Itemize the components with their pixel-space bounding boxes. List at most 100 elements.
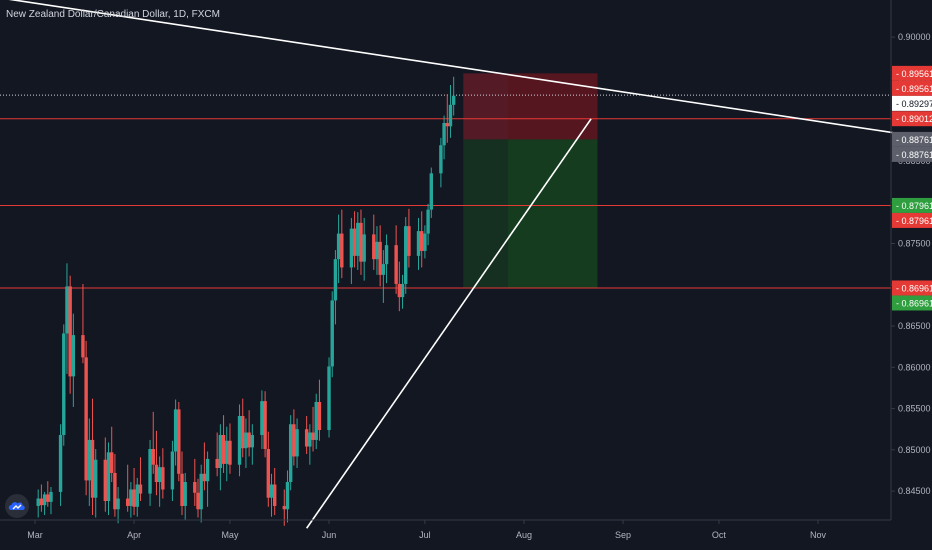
candle-body [420,231,424,251]
price-tag-bg [892,295,932,311]
price-tag-label: - 0.88761 [896,135,932,145]
candle-body [448,104,453,127]
candle-body [148,449,152,494]
candle-body [359,222,363,262]
candle-body [330,300,334,367]
price-tag-bg [892,95,932,111]
candle-body [87,439,92,481]
candle-body [193,482,197,493]
price-tag-bg [892,280,932,296]
candle-body [260,401,264,435]
price-tag-bg [892,197,932,213]
candle-body [42,494,47,506]
price-tick-label: 0.87500 [898,238,931,248]
ascending-trendline[interactable] [305,118,592,529]
candle-body [135,484,139,507]
candle-body [241,416,245,449]
candle-body [269,484,274,498]
take-profit-zone-shade [507,139,598,288]
candle-body [138,484,143,494]
candle-body [237,416,242,465]
candle-body [451,95,456,105]
candle-body [397,283,402,298]
position-zones [463,73,598,288]
candle-body [394,245,398,284]
candle-body [247,432,251,448]
candle-body [333,259,338,301]
price-tag-bg [892,65,932,81]
trendlines[interactable] [3,0,911,529]
price-tag-label: - 0.86961 [896,283,932,293]
candle-body [445,122,449,127]
candle-body [173,409,178,452]
candle-body [416,231,421,256]
candle-body [442,122,446,146]
candle-body [68,286,72,377]
candle-body [65,286,69,334]
candle-body [62,333,66,435]
price-tag-bg [892,80,932,96]
candle-body [177,409,181,474]
time-tick-label: May [221,530,239,540]
time-axis[interactable]: Mar Apr May Jun Jul Aug Sep Oct Nov [27,520,826,540]
candle-body [46,494,50,502]
candle-body [400,283,405,298]
candle-body [375,241,379,260]
candle-body [266,449,271,498]
candle-body [384,245,389,265]
candle-body [362,234,366,262]
candle-body [295,429,299,457]
candle-body [215,458,219,468]
candle-body [250,434,255,448]
candle-body [314,401,318,440]
candle-body [317,401,322,431]
candle-body [205,458,210,482]
stop-loss-zone-shade [507,73,598,140]
candle-body [308,432,312,447]
price-tag-label: - 0.89561 [896,69,932,79]
candle-body [202,473,207,482]
candle-body [349,228,354,268]
price-tag-label: - 0.89561 [896,84,932,94]
candle-body [36,498,40,506]
candle-body [90,439,95,498]
candle-body [244,432,248,449]
candle-body [106,452,111,502]
price-tag-bg [892,131,932,147]
candle-body [183,482,187,506]
time-tick-label: Nov [810,530,827,540]
price-tag-bg [892,146,932,162]
price-tag-label: - 0.88761 [896,150,932,160]
candle-body [113,472,117,510]
price-tags: - 0.89561 - 0.89561 - 0.89297 - 0.89012 - 0.… [892,65,932,311]
time-tick-label: Sep [615,530,631,540]
candle-body [154,464,159,483]
candle-body [225,440,229,464]
candle-body [378,241,382,275]
price-tag-label: - 0.89012 [896,114,932,124]
descending-trendline[interactable] [3,0,911,137]
time-tick-label: Oct [712,530,727,540]
price-tick-label: 0.85500 [898,404,931,414]
candle-body [103,459,108,502]
candle-body [125,498,130,506]
candle-body [304,429,309,447]
tradingview-logo[interactable] [5,494,29,518]
candle-body [285,482,290,510]
candle-body [49,491,53,502]
cloud-icon [8,502,25,510]
candle-body [356,222,360,256]
candle-body [423,233,427,251]
time-tick-label: Jul [419,530,431,540]
candle-body [429,173,433,210]
take-profit-zone[interactable] [463,139,598,288]
time-tick-label: Aug [516,530,532,540]
time-tick-label: Jun [322,530,337,540]
candle-body [151,449,155,465]
candle-body [327,366,331,431]
candle-body [116,498,120,510]
horizontal-lines [0,94,891,289]
candle-body [180,473,184,506]
time-tick-label: Apr [127,530,141,540]
